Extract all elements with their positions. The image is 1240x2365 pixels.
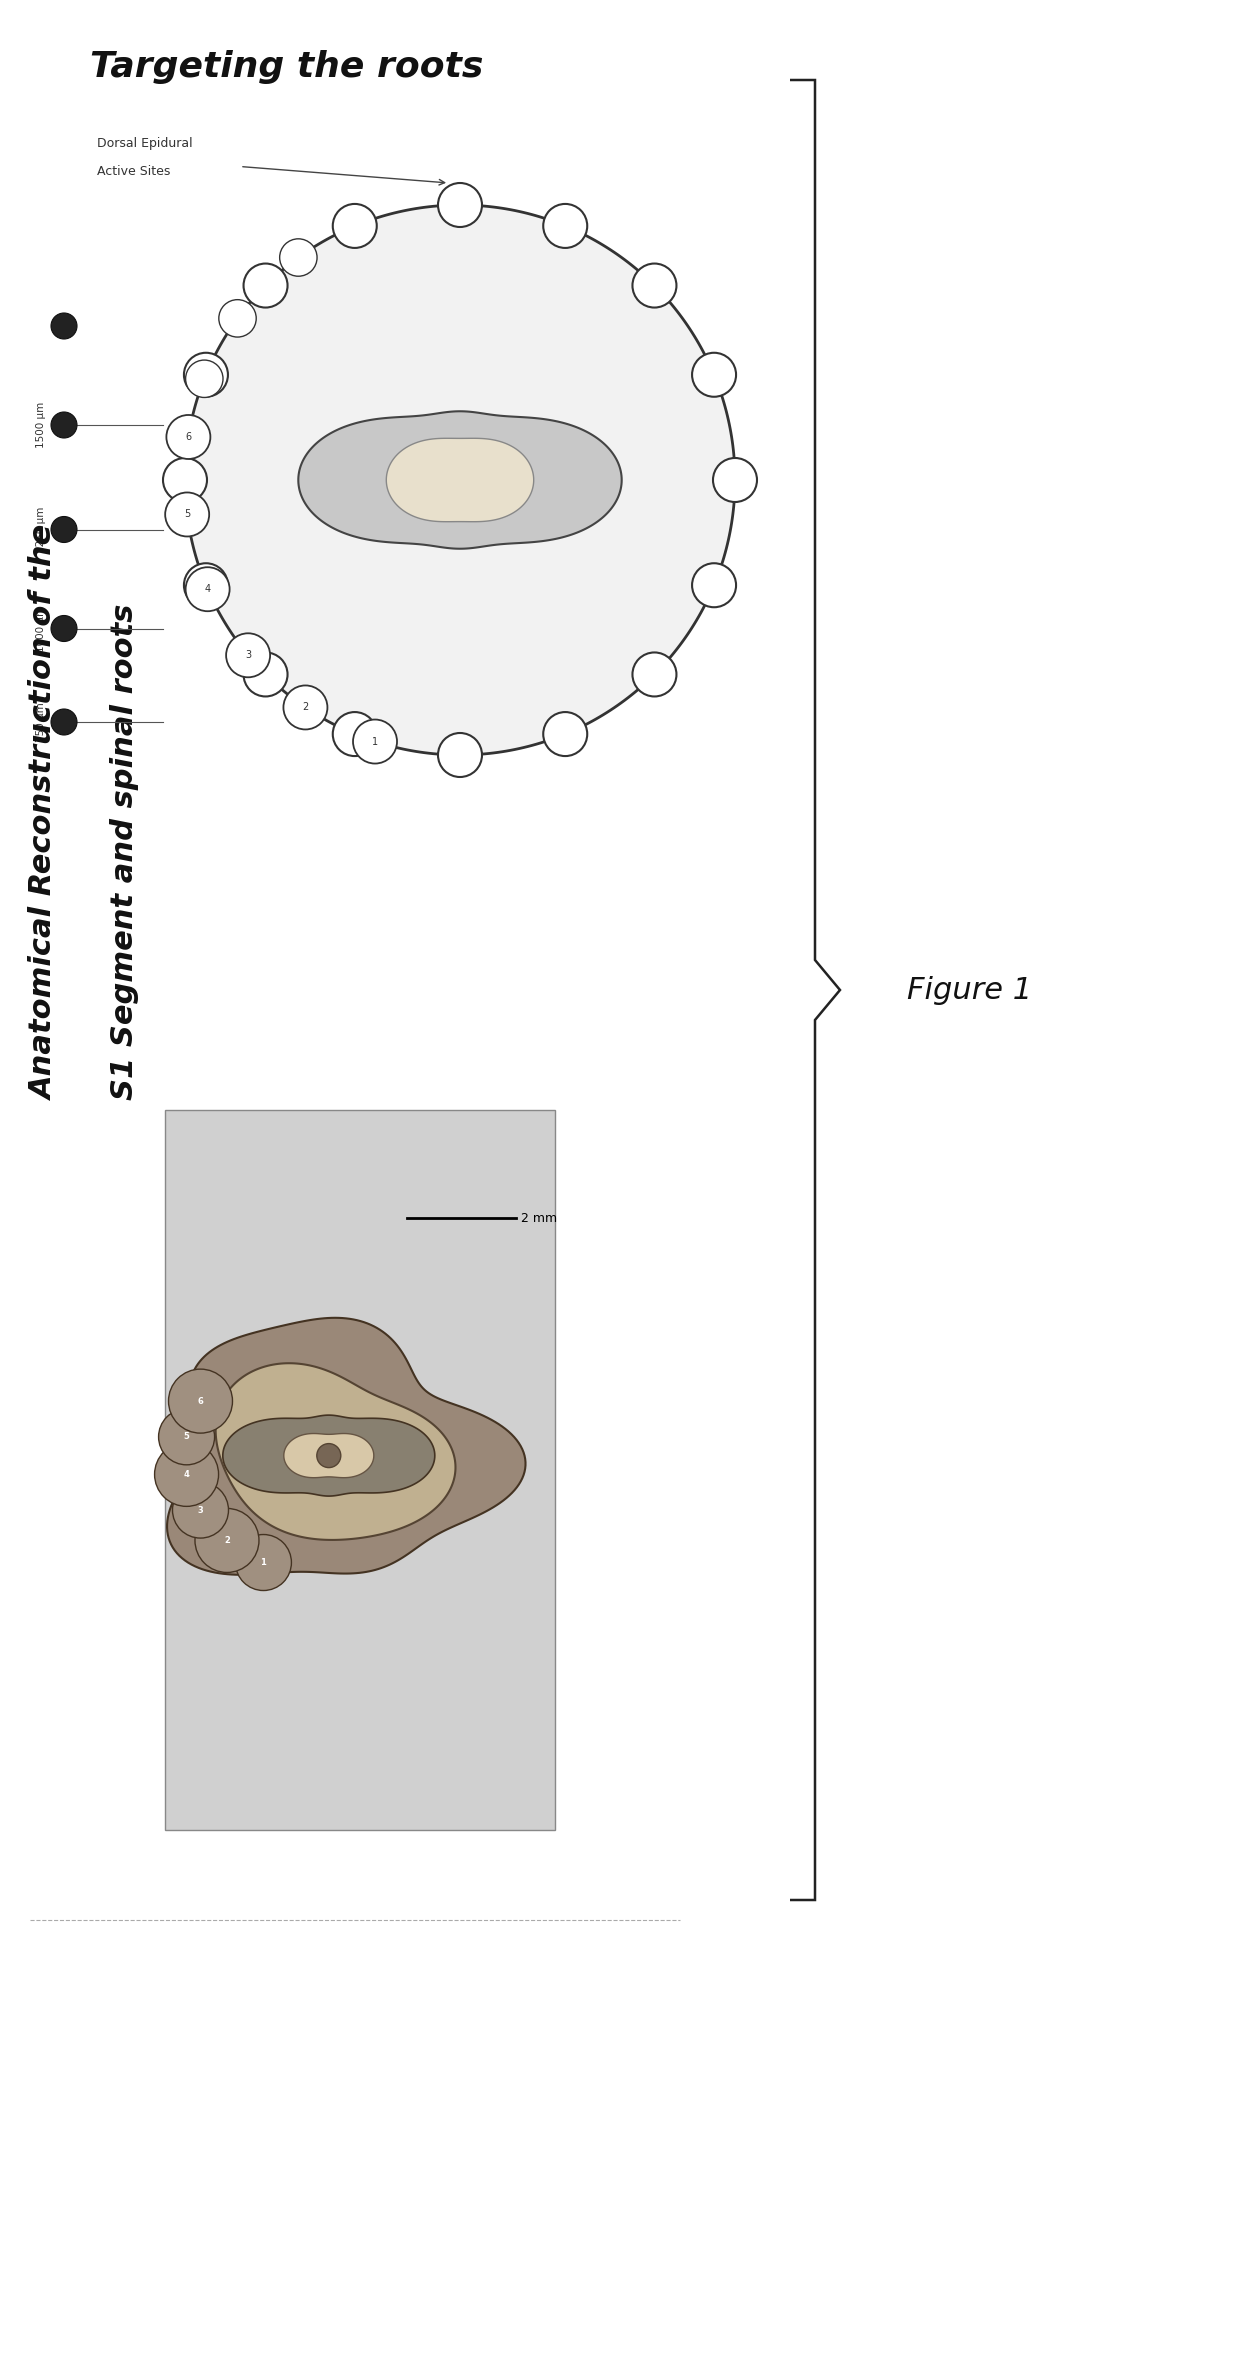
Circle shape (184, 352, 228, 397)
Circle shape (713, 459, 756, 501)
Polygon shape (299, 412, 621, 549)
Text: 1500 μm: 1500 μm (36, 402, 46, 447)
Text: 750 μm: 750 μm (36, 702, 46, 743)
Circle shape (218, 300, 257, 338)
Text: Anatomical Reconstruction of the: Anatomical Reconstruction of the (30, 525, 60, 1100)
Text: 5: 5 (184, 1433, 190, 1440)
Circle shape (332, 203, 377, 248)
Circle shape (51, 710, 77, 736)
Circle shape (159, 1410, 215, 1464)
Circle shape (166, 414, 211, 459)
Text: 4: 4 (184, 1471, 190, 1478)
Text: 2 mm: 2 mm (521, 1211, 557, 1225)
Circle shape (438, 182, 482, 227)
Circle shape (226, 634, 270, 676)
Text: 2: 2 (224, 1535, 229, 1544)
Circle shape (162, 459, 207, 501)
Text: 3: 3 (246, 650, 252, 660)
Text: Active Sites: Active Sites (97, 166, 170, 177)
Circle shape (632, 653, 677, 695)
Circle shape (543, 712, 588, 757)
Circle shape (353, 719, 397, 764)
Circle shape (51, 615, 77, 641)
FancyBboxPatch shape (165, 1109, 556, 1831)
Circle shape (332, 712, 377, 757)
Circle shape (186, 568, 229, 610)
Circle shape (280, 239, 317, 277)
Circle shape (186, 359, 223, 397)
Text: 4: 4 (205, 584, 211, 594)
Text: Figure 1: Figure 1 (908, 974, 1033, 1005)
Circle shape (51, 412, 77, 438)
Polygon shape (284, 1433, 373, 1478)
Circle shape (316, 1443, 341, 1469)
Text: 1: 1 (372, 736, 378, 747)
Circle shape (172, 1483, 228, 1537)
Polygon shape (223, 1414, 435, 1497)
Circle shape (236, 1535, 291, 1592)
Text: 1: 1 (260, 1559, 267, 1568)
Circle shape (284, 686, 327, 728)
Text: 1000 μm: 1000 μm (36, 605, 46, 653)
Text: 6: 6 (185, 433, 191, 442)
Text: Targeting the roots: Targeting the roots (91, 50, 484, 85)
Circle shape (184, 563, 228, 608)
Text: Dorsal Epidural: Dorsal Epidural (97, 137, 192, 149)
Text: 6: 6 (197, 1398, 203, 1405)
Circle shape (692, 563, 737, 608)
Circle shape (51, 516, 77, 542)
Circle shape (195, 1509, 259, 1573)
Text: 5: 5 (184, 508, 190, 520)
Text: 3: 3 (197, 1507, 203, 1514)
Circle shape (243, 263, 288, 307)
Circle shape (692, 352, 737, 397)
Text: 1250 μm: 1250 μm (36, 506, 46, 553)
Circle shape (169, 1369, 232, 1433)
Circle shape (438, 733, 482, 778)
Text: 2: 2 (303, 702, 309, 712)
Circle shape (543, 203, 588, 248)
Polygon shape (216, 1362, 455, 1540)
Circle shape (632, 263, 677, 307)
Polygon shape (387, 438, 533, 523)
Circle shape (51, 312, 77, 338)
Polygon shape (185, 206, 735, 754)
Circle shape (165, 492, 210, 537)
Text: S1 Segment and spinal roots: S1 Segment and spinal roots (110, 603, 139, 1100)
Polygon shape (167, 1317, 526, 1575)
Circle shape (243, 653, 288, 695)
Circle shape (155, 1443, 218, 1507)
